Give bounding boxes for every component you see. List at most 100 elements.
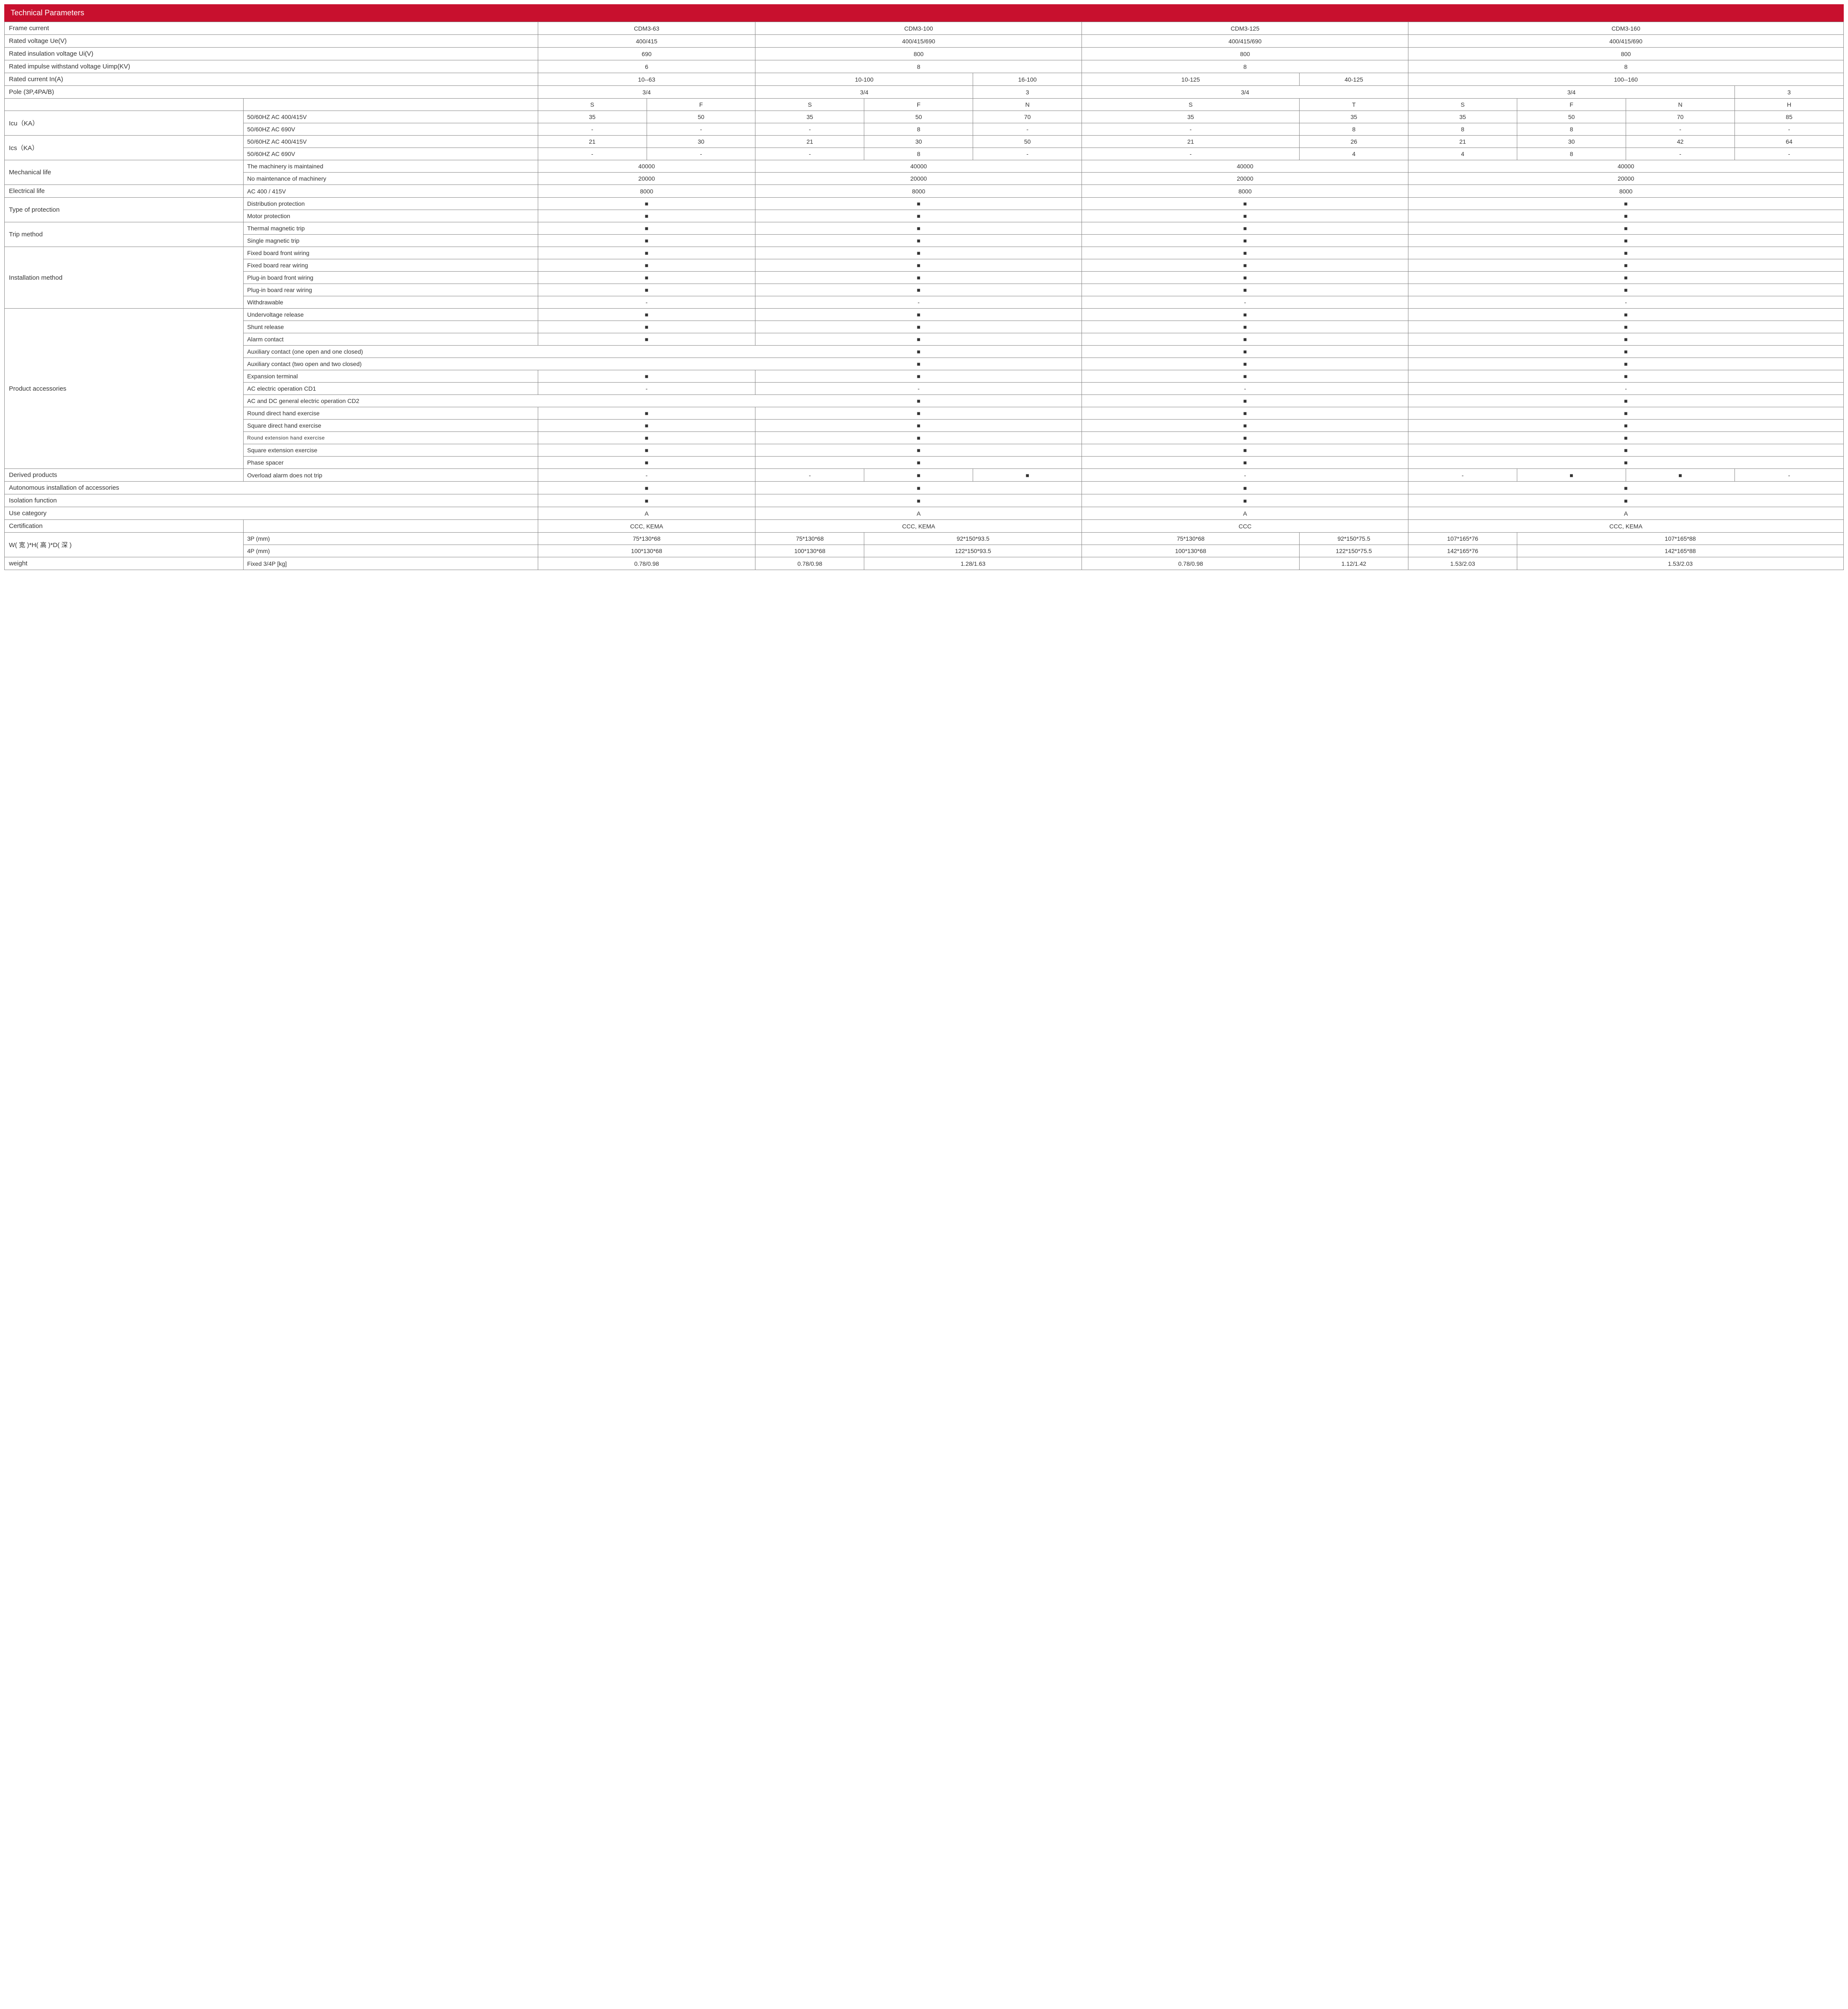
val: CDM3-100 <box>755 22 1082 35</box>
val: ■ <box>538 432 755 444</box>
val: 50 <box>864 111 973 123</box>
val: ■ <box>1082 346 1408 358</box>
val: ■ <box>538 444 755 457</box>
val: 75*130*68 <box>1082 533 1300 545</box>
val: CDM3-160 <box>1408 22 1844 35</box>
val: ■ <box>538 235 755 247</box>
val: 0.78/0.98 <box>538 557 755 570</box>
val: ■ <box>1082 494 1408 507</box>
val: ■ <box>1408 259 1844 272</box>
val: 6 <box>538 60 755 73</box>
val: 30 <box>864 136 973 148</box>
val: 50 <box>647 111 755 123</box>
sub: Fixed board rear wiring <box>244 259 538 272</box>
sub: Auxiliary contact (one open and one clos… <box>244 346 755 358</box>
val: 10-125 <box>1082 73 1300 86</box>
val: 10-100 <box>755 73 973 86</box>
val: ■ <box>1408 407 1844 420</box>
derived-row: Derived products Overload alarm does not… <box>5 469 1844 482</box>
sub: Plug-in board front wiring <box>244 272 538 284</box>
val: 8000 <box>1408 185 1844 198</box>
val: ■ <box>538 210 755 222</box>
val: 26 <box>1300 136 1408 148</box>
rated-voltage-row: Rated voltage Ue(V) 400/415 400/415/690 … <box>5 35 1844 48</box>
val: 40000 <box>755 160 1082 173</box>
val: S <box>1082 99 1300 111</box>
val: 690 <box>538 48 755 60</box>
val: ■ <box>1082 321 1408 333</box>
val: 800 <box>1082 48 1408 60</box>
val: ■ <box>755 222 1082 235</box>
val: ■ <box>538 259 755 272</box>
acc-row-3: Alarm contact■■■■ <box>5 333 1844 346</box>
val: 1.53/2.03 <box>1517 557 1844 570</box>
sub: 3P (mm) <box>244 533 538 545</box>
install-row-2: Fixed board rear wiring■■■■ <box>5 259 1844 272</box>
acc-row-11: Round extension hand exercise■■■■ <box>5 432 1844 444</box>
acc-row-9: Round direct hand exercise■■■■ <box>5 407 1844 420</box>
val: ■ <box>755 494 1082 507</box>
rated-insulation-row: Rated insulation voltage Ui(V) 690 800 8… <box>5 48 1844 60</box>
sub: Round extension hand exercise <box>244 432 538 444</box>
label: Isolation function <box>5 494 538 507</box>
acc-row-2: Shunt release■■■■ <box>5 321 1844 333</box>
val: ■ <box>1626 469 1734 482</box>
val: ■ <box>755 259 1082 272</box>
val: ■ <box>1082 284 1408 296</box>
val: ■ <box>1082 198 1408 210</box>
acc-row-6: Expansion terminal■■■■ <box>5 370 1844 383</box>
val: 100*130*68 <box>755 545 864 557</box>
val: ■ <box>1408 210 1844 222</box>
val: 40-125 <box>1300 73 1408 86</box>
val: 16-100 <box>973 73 1082 86</box>
val: ■ <box>755 457 1082 469</box>
val: ■ <box>755 358 1082 370</box>
val: F <box>1517 99 1626 111</box>
val: 100*130*68 <box>1082 545 1300 557</box>
val: ■ <box>1408 272 1844 284</box>
acc-row-10: Square direct hand exercise■■■■ <box>5 420 1844 432</box>
val: ■ <box>755 333 1082 346</box>
val: ■ <box>1408 358 1844 370</box>
label: Rated voltage Ue(V) <box>5 35 538 48</box>
sub: Square direct hand exercise <box>244 420 538 432</box>
val: 8 <box>755 60 1082 73</box>
val: ■ <box>755 482 1082 494</box>
rated-impulse-row: Rated impulse withstand voltage Uimp(KV)… <box>5 60 1844 73</box>
sub: Distribution protection <box>244 198 538 210</box>
sub: Shunt release <box>244 321 538 333</box>
val: ■ <box>1082 272 1408 284</box>
val: 10--63 <box>538 73 755 86</box>
val: 3 <box>973 86 1082 99</box>
val: ■ <box>538 272 755 284</box>
sub: Alarm contact <box>244 333 538 346</box>
val: 1.12/1.42 <box>1300 557 1408 570</box>
val: 3 <box>1734 86 1843 99</box>
val: ■ <box>538 198 755 210</box>
val: ■ <box>1408 370 1844 383</box>
type-prot-row-2: Motor protection ■ ■ ■ ■ <box>5 210 1844 222</box>
val: ■ <box>1082 395 1408 407</box>
sub: AC and DC general electric operation CD2 <box>244 395 755 407</box>
sub: Fixed board front wiring <box>244 247 538 259</box>
val: - <box>755 469 864 482</box>
val: 21 <box>1408 136 1517 148</box>
val: 21 <box>1082 136 1300 148</box>
val: ■ <box>1408 309 1844 321</box>
val: 42 <box>1626 136 1734 148</box>
val: 400/415/690 <box>1082 35 1408 48</box>
val: - <box>538 123 647 136</box>
sub: Withdrawable <box>244 296 538 309</box>
val: 35 <box>755 111 864 123</box>
val: - <box>755 123 864 136</box>
val: - <box>973 148 1082 160</box>
val: ■ <box>1082 457 1408 469</box>
sub: Single magnetic trip <box>244 235 538 247</box>
val: - <box>1734 123 1843 136</box>
val: ■ <box>973 469 1082 482</box>
val: ■ <box>538 222 755 235</box>
sub: 50/60HZ AC 690V <box>244 123 538 136</box>
val: ■ <box>1082 222 1408 235</box>
val: - <box>1408 296 1844 309</box>
val: ■ <box>538 482 755 494</box>
